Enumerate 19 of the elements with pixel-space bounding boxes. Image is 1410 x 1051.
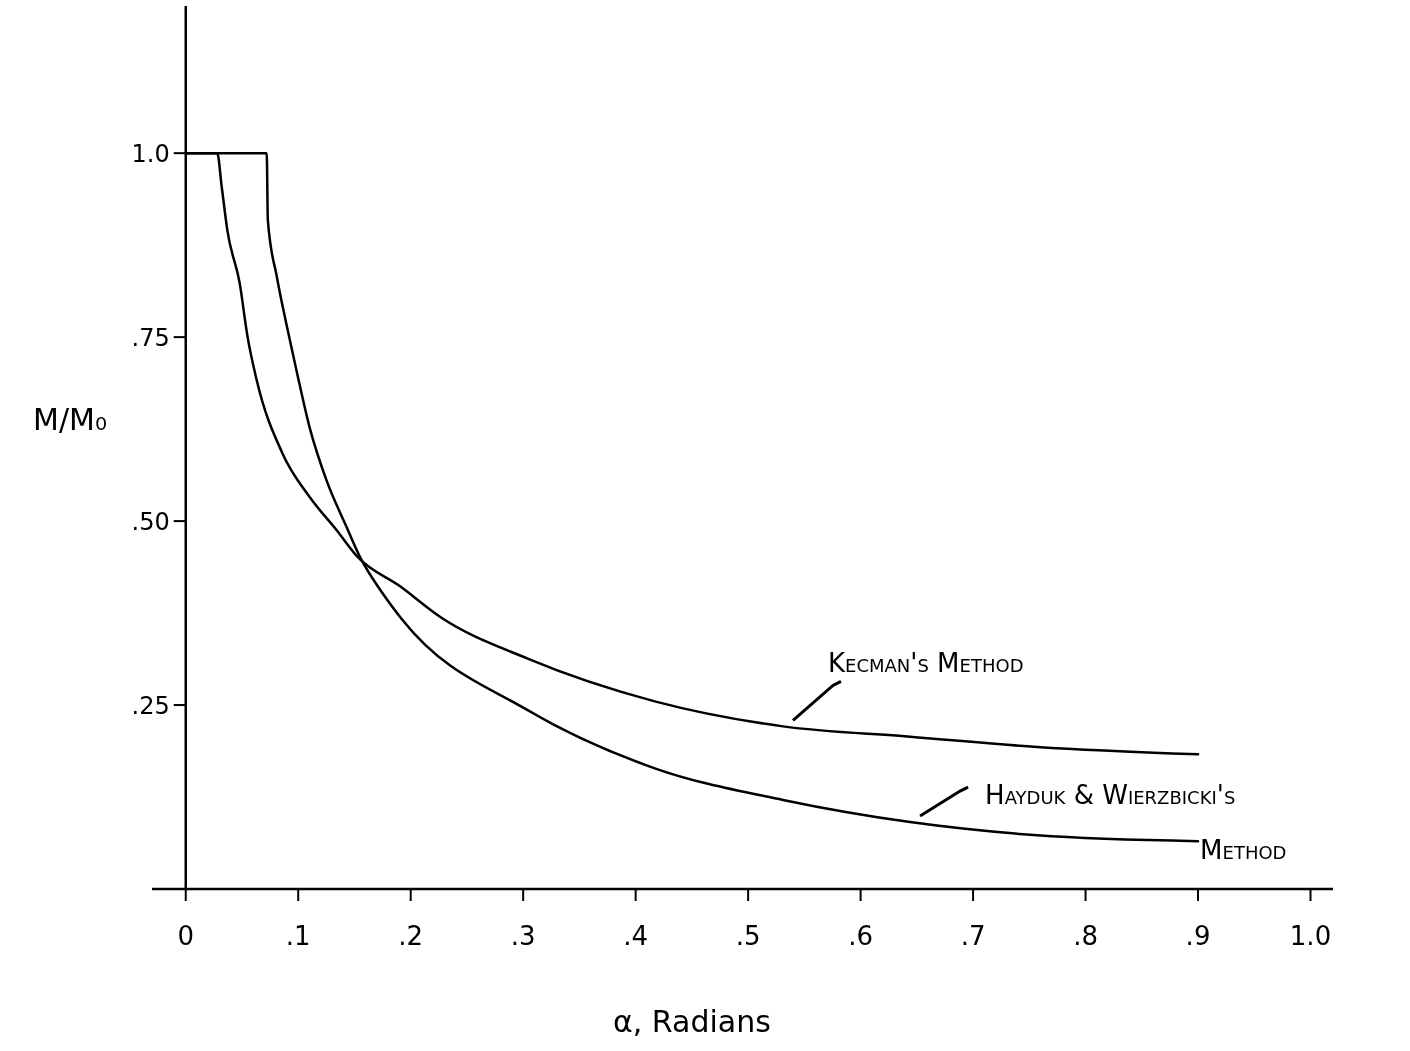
x-tick-label: .8 (1073, 921, 1098, 951)
y-axis-title: M/M₀ (33, 402, 107, 437)
y-tick-label: 1.0 (131, 140, 170, 169)
x-tick-label: .3 (510, 921, 536, 951)
y-tick-label: .25 (131, 692, 170, 721)
x-axis-title: α, Radians (612, 1004, 771, 1039)
legend-label: Hayduk & Wierzbicki's Method (985, 780, 1287, 866)
y-tick-label: .50 (131, 508, 170, 537)
x-tick-label: .1 (285, 921, 311, 951)
y-tick-label: .75 (131, 324, 170, 353)
x-tick-label: .9 (1185, 921, 1211, 951)
x-tick-label: .2 (398, 921, 424, 951)
x-tick-label: .4 (623, 921, 649, 951)
x-tick-label: 1.0 (1289, 921, 1332, 951)
x-tick-label: 0 (177, 921, 195, 951)
x-tick-label: .5 (735, 921, 761, 951)
x-tick-label: .7 (960, 921, 986, 951)
text: Kecman's Method (827, 648, 1024, 679)
x-tick-label: .6 (848, 921, 874, 951)
